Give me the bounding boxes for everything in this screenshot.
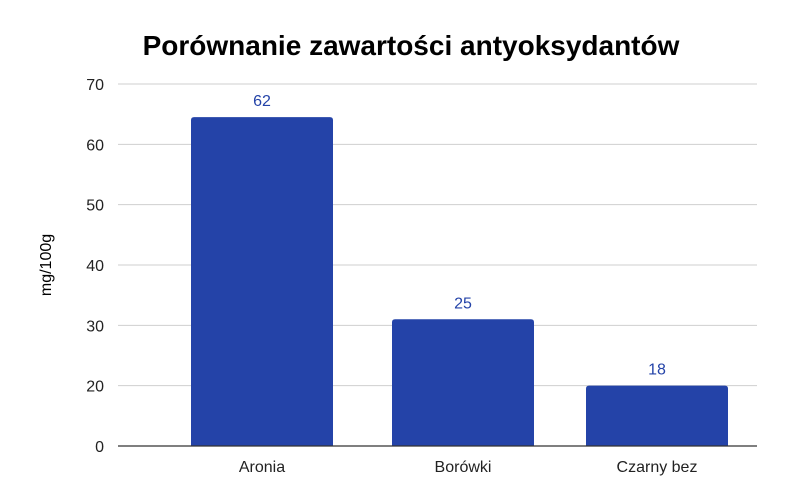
x-category-label: Borówki bbox=[435, 459, 492, 476]
y-tick-label: 60 bbox=[86, 137, 104, 154]
bar-aronia bbox=[191, 117, 333, 446]
x-axis-categories: Aronia Borówki Czarny bez bbox=[239, 459, 698, 476]
y-tick-label: 70 bbox=[86, 77, 104, 94]
bar-czarny-bez bbox=[586, 385, 728, 446]
data-label: 18 bbox=[648, 362, 666, 379]
y-axis-ticks: 0 20 30 40 50 60 70 bbox=[86, 77, 104, 456]
y-tick-label: 0 bbox=[95, 439, 104, 456]
x-category-label: Aronia bbox=[239, 459, 285, 476]
data-labels: 62 25 18 bbox=[253, 93, 666, 378]
y-tick-label: 30 bbox=[86, 318, 104, 335]
x-category-label: Czarny bez bbox=[617, 459, 698, 476]
chart-title: Porównanie zawartości antyoksydantów bbox=[143, 30, 680, 61]
y-tick-label: 40 bbox=[86, 258, 104, 275]
y-tick-label: 50 bbox=[86, 198, 104, 215]
bar-borówki bbox=[392, 319, 534, 446]
bars bbox=[191, 117, 728, 446]
data-label: 25 bbox=[454, 295, 472, 312]
y-tick-label: 20 bbox=[86, 379, 104, 396]
y-axis-title: mg/100g bbox=[38, 234, 55, 296]
data-label: 62 bbox=[253, 93, 271, 110]
